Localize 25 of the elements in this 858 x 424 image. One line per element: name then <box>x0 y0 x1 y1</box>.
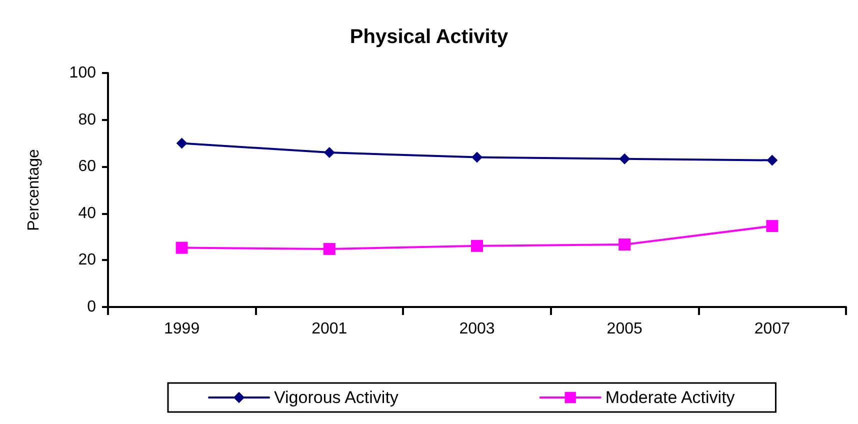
point <box>471 240 483 252</box>
legend-label: Vigorous Activity <box>274 388 399 407</box>
y-tick-label: 20 <box>78 252 96 269</box>
point <box>324 147 335 158</box>
x-tick-label: 2003 <box>459 320 495 338</box>
y-axis-title: Percentage <box>26 148 42 231</box>
y-tick-label: 80 <box>78 111 96 128</box>
x-tick-label: 2001 <box>312 320 348 338</box>
x-tick-label: 1999 <box>164 320 200 338</box>
point <box>323 242 336 255</box>
chart-title: Physical Activity <box>350 26 509 48</box>
point <box>176 138 188 149</box>
point <box>618 238 631 251</box>
x-tick-label: 2005 <box>606 320 642 338</box>
x-tick-label: 2007 <box>754 320 790 338</box>
point <box>766 154 778 166</box>
y-tick-label: 60 <box>78 158 96 176</box>
y-tick-label: 0 <box>87 298 96 316</box>
point <box>619 153 630 164</box>
point <box>176 242 188 254</box>
point <box>472 152 482 163</box>
point <box>766 220 778 232</box>
y-tick-label: 40 <box>78 204 96 222</box>
y-tick-label: 100 <box>69 64 96 82</box>
legend-label: Moderate Activity <box>605 388 736 407</box>
